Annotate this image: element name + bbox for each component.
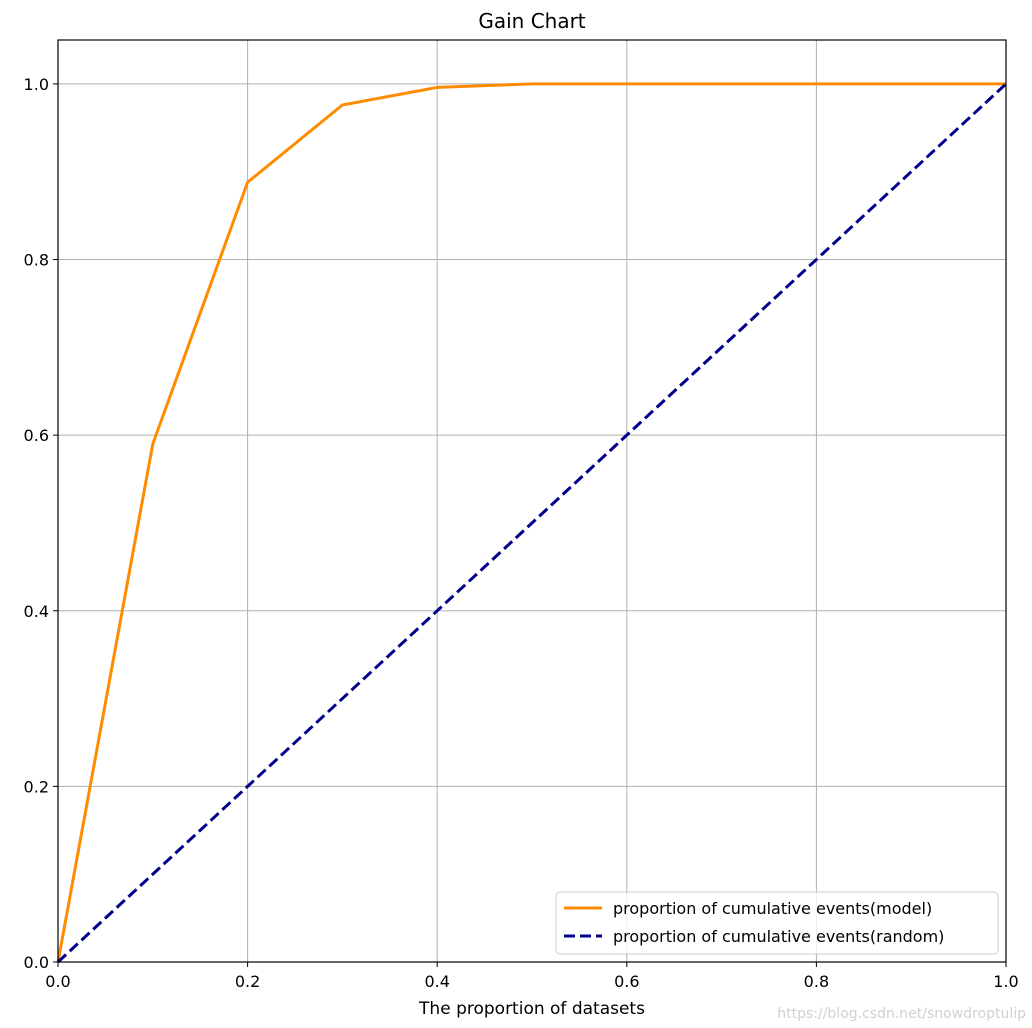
- y-tick-label: 0.4: [24, 602, 49, 621]
- y-tick-label: 0.2: [24, 777, 49, 796]
- legend-box: [555, 891, 999, 955]
- grid: [57, 40, 1007, 963]
- series-line-model: [56, 82, 1006, 963]
- y-tick-label: 0.6: [24, 426, 49, 445]
- x-axis-label: The proportion of datasets: [418, 999, 645, 1019]
- y-tick-label: 0.8: [24, 251, 49, 270]
- legend: proportion of cumulative events(model) pr…: [555, 891, 999, 955]
- plot-frame: [57, 39, 1007, 963]
- legend-label: proportion of cumulative events(random): [613, 927, 944, 946]
- series-layer: [56, 82, 1008, 964]
- x-tick-label: 0.8: [804, 972, 829, 991]
- legend-label: proportion of cumulative events(model): [613, 899, 932, 918]
- series-line-random: [56, 82, 1008, 964]
- watermark: https://blog.csdn.net/snowdroptulip: [777, 1006, 1026, 1022]
- chart-title: Gain Chart: [478, 9, 585, 33]
- x-tick-label: 0.0: [45, 972, 70, 991]
- x-tick-label: 0.6: [614, 972, 639, 991]
- y-tick-label: 0.0: [24, 953, 49, 972]
- x-tick-label: 1.0: [993, 972, 1018, 991]
- ticks: 0.0 0.2 0.4 0.6 0.8 1.0 0.0 0.2 0.4 0.6 0.8 1.0: [24, 75, 1019, 991]
- y-tick-label: 1.0: [24, 75, 49, 94]
- x-tick-label: 0.2: [235, 972, 260, 991]
- x-tick-label: 0.4: [424, 972, 449, 991]
